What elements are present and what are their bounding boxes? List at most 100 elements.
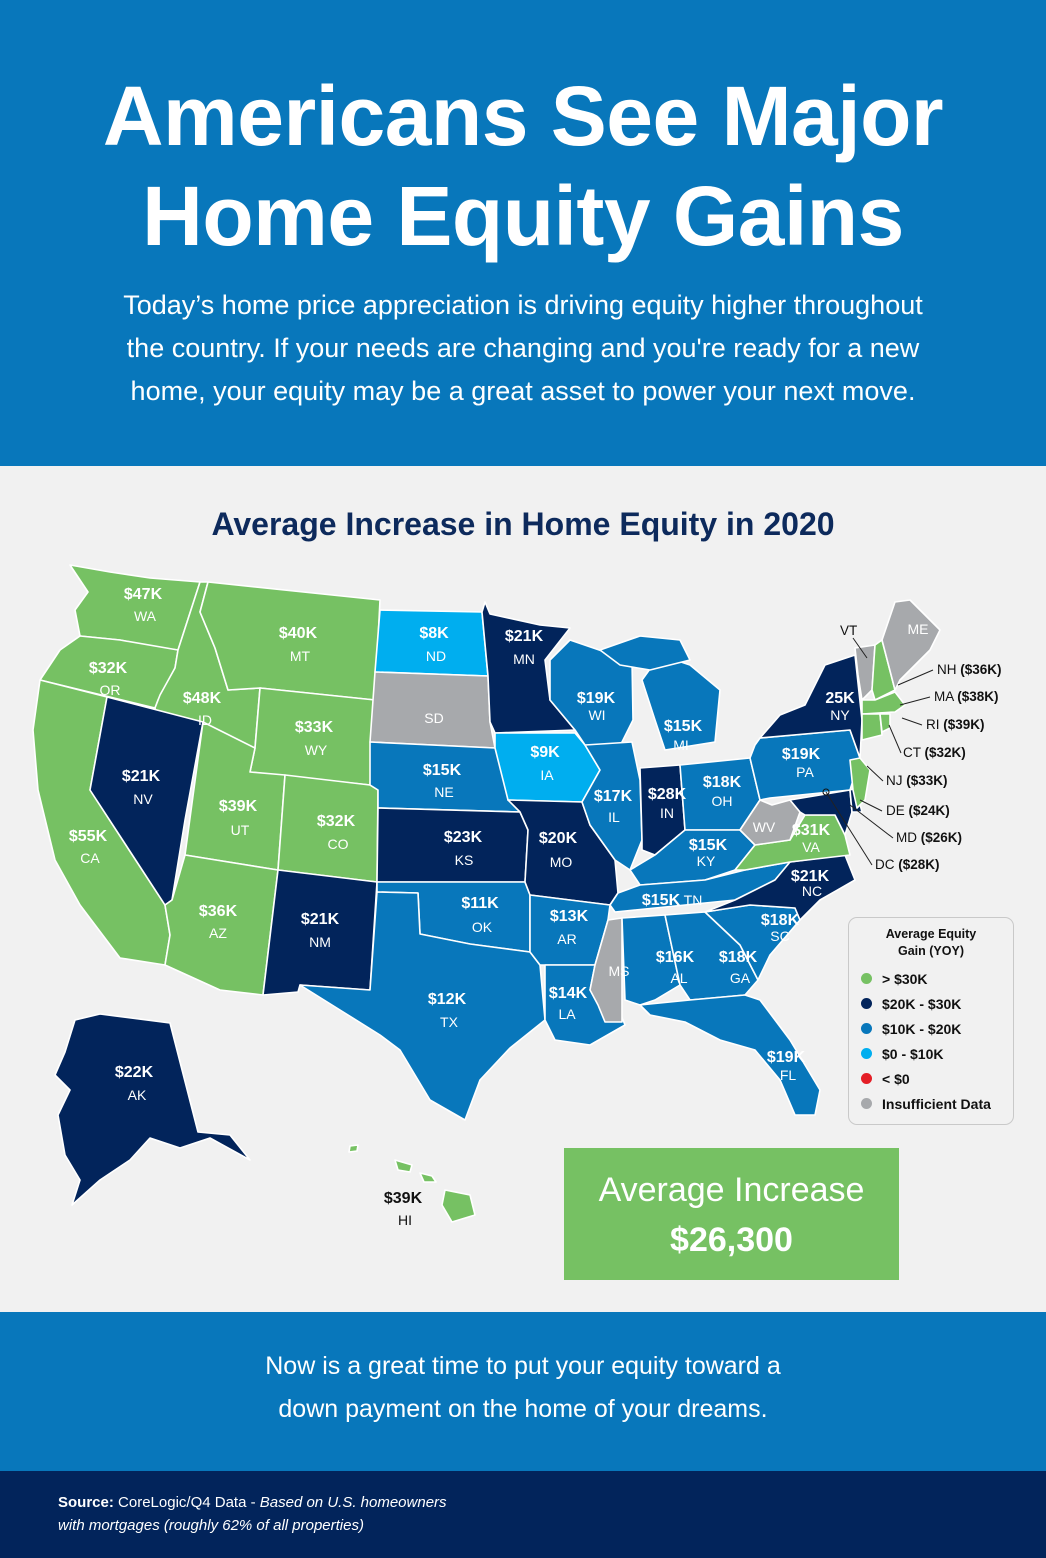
label-fl-abbr: FL [780, 1067, 797, 1083]
label-id-value: $48K [183, 690, 222, 707]
legend-item-over-30k: > $30K [857, 966, 1005, 991]
label-mt-abbr: MT [290, 648, 311, 664]
label-va-abbr: VA [802, 839, 820, 855]
callout-nj: NJ ($33K) [886, 773, 948, 788]
northeast-callout-labels: VT NH ($36K) MA ($38K) RI ($39K) CT ($32… [840, 623, 1002, 872]
legend-item-0-10k: $0 - $10K [857, 1041, 1005, 1066]
label-ky-abbr: KY [697, 853, 716, 869]
label-nd-value: $8K [419, 625, 449, 642]
red-dot-icon [861, 1073, 872, 1084]
cta-line-2: down payment on the home of your dreams. [278, 1395, 768, 1423]
label-al-value: $16K [656, 949, 695, 966]
legend-label: $0 - $10K [882, 1045, 944, 1062]
callout-dc: DC ($28K) [875, 857, 940, 872]
label-ny-value: 25K [825, 690, 855, 707]
intro-line-3: home, your equity may be a great asset t… [130, 376, 916, 406]
state-ME [881, 599, 941, 691]
state-IL [581, 741, 643, 871]
state-NM [262, 869, 378, 996]
label-tx-abbr: TX [440, 1014, 459, 1030]
label-wi-value: $19K [577, 690, 616, 707]
callout-ct: CT ($32K) [903, 745, 966, 760]
state-RI [879, 713, 891, 733]
intro-line-1: Today’s home price appreciation is drivi… [123, 290, 923, 320]
state-WY [249, 687, 376, 786]
legend-item-below-0: < $0 [857, 1066, 1005, 1091]
label-ne-value: $15K [423, 762, 462, 779]
label-sc-abbr: SC [770, 928, 789, 944]
label-nc-value: $21K [791, 868, 830, 885]
label-ga-value: $18K [719, 949, 758, 966]
label-ia-abbr: IA [540, 767, 554, 783]
label-ca-abbr: CA [80, 850, 100, 866]
light-blue-dot-icon [861, 1048, 872, 1059]
state-HI [441, 1189, 476, 1223]
source-text: CoreLogic/Q4 Data - [118, 1494, 260, 1511]
label-al-abbr: AL [670, 970, 687, 986]
label-tn-value: $15K [642, 892, 681, 909]
state-HI-small2 [419, 1172, 437, 1183]
callout-md: MD ($26K) [896, 830, 962, 845]
label-va-value: $31K [792, 822, 831, 839]
label-sc-value: $18K [761, 912, 800, 929]
label-mo-abbr: MO [550, 854, 573, 870]
state-SD [369, 671, 496, 749]
legend-title-line-1: Average Equity [885, 927, 977, 941]
source-note: Based on U.S. homeowners [259, 1494, 447, 1511]
label-co-value: $32K [317, 813, 356, 830]
source-note-2: with mortgages (roughly 62% of all prope… [58, 1517, 364, 1534]
state-MI-upper [599, 635, 691, 671]
label-tn-abbr: TN [684, 892, 703, 908]
intro-paragraph: Today’s home price appreciation is drivi… [50, 284, 996, 413]
label-ut-abbr: UT [231, 822, 250, 838]
state-WI [549, 639, 634, 751]
label-me-abbr: ME [908, 621, 929, 637]
label-co-abbr: CO [328, 836, 349, 852]
state-TX [299, 891, 546, 1121]
label-ut-value: $39K [219, 798, 258, 815]
label-az-abbr: AZ [209, 925, 227, 941]
legend-title-line-2: Gain (YOY) [898, 944, 964, 958]
label-nc-abbr: NC [802, 883, 822, 899]
label-ny-abbr: NY [830, 707, 850, 723]
map-legend: Average Equity Gain (YOY) > $30K $20K - … [848, 917, 1014, 1125]
label-tx-value: $12K [428, 991, 467, 1008]
legend-label: Insufficient Data [882, 1095, 991, 1112]
label-mn-abbr: MN [513, 651, 535, 667]
label-ok-abbr: OK [472, 919, 493, 935]
label-ok-value: $11K [461, 895, 499, 912]
state-MN [481, 601, 576, 734]
label-ga-abbr: GA [730, 970, 751, 986]
state-labels: $47K WA $32K OR $55K CA $48K ID $21K NV … [69, 586, 929, 1228]
label-az-value: $36K [199, 903, 238, 920]
source-label: Source: [58, 1494, 114, 1511]
title-line-2: Home Equity Gains [142, 169, 904, 263]
state-NC [704, 854, 856, 921]
label-ak-value: $22K [115, 1064, 154, 1081]
legend-label: > $30K [882, 970, 928, 987]
label-wa-value: $47K [124, 586, 163, 603]
average-increase-box: Average Increase $26,300 [564, 1148, 899, 1280]
label-nv-value: $21K [122, 768, 161, 785]
label-mi-abbr: MI [673, 737, 689, 753]
label-ar-abbr: AR [557, 931, 576, 947]
label-or-value: $32K [89, 660, 128, 677]
map-title: Average Increase in Home Equity in 2020 [211, 506, 835, 542]
label-il-value: $17K [594, 788, 633, 805]
average-increase-label: Average Increase [598, 1171, 865, 1209]
label-il-abbr: IL [608, 809, 620, 825]
label-wv-abbr: WV [753, 819, 776, 835]
label-fl-value: $19K [767, 1049, 806, 1066]
label-ia-value: $9K [530, 744, 560, 761]
callout-ri: RI ($39K) [926, 717, 985, 732]
legend-item-20k-30k: $20K - $30K [857, 991, 1005, 1016]
legend-item-insufficient: Insufficient Data [857, 1091, 1005, 1116]
label-ms-abbr: MS [609, 963, 630, 979]
label-nd-abbr: ND [426, 648, 446, 664]
label-or-abbr: OR [100, 682, 121, 698]
state-NJ [849, 757, 871, 809]
state-HI-small1 [394, 1159, 413, 1173]
state-AK [54, 1013, 251, 1206]
callout-nh: NH ($36K) [937, 662, 1002, 677]
callout-de: DE ($24K) [886, 803, 950, 818]
